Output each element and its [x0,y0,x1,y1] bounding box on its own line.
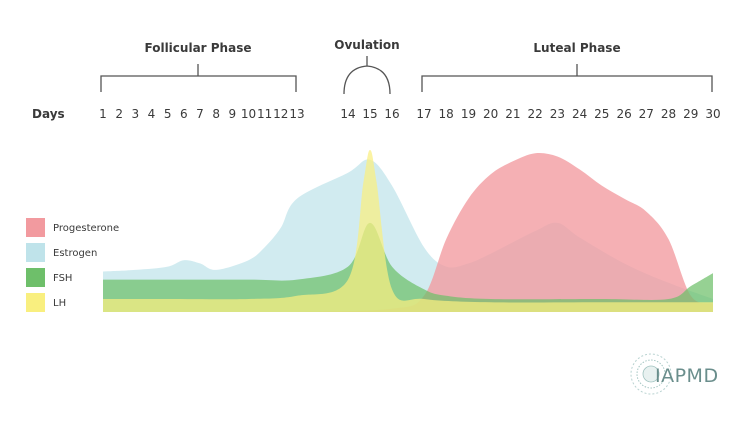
day-tick-25: 25 [594,107,609,121]
hormone-areas [103,150,713,312]
day-tick-labels: 1 2 3 4 5 6 7 8 9 10 11 12 13 14 15 16 17 18 19 20 21 22 23 24 2… [99,107,720,121]
day-tick-26: 26 [616,107,631,121]
day-tick-15: 15 [362,107,377,121]
day-tick-28: 28 [661,107,676,121]
day-tick-29: 29 [683,107,698,121]
lotus-icon [630,353,672,395]
day-tick-11: 11 [257,107,272,121]
follicular-bracket [100,64,297,92]
day-tick-20: 20 [483,107,498,121]
area-fsh [103,222,713,312]
iapmd-logo: IAPMD [630,353,719,395]
legend-label-estrogen: Estrogen [53,248,97,259]
logo-text: IAPMD [655,365,719,387]
day-tick-9: 9 [228,107,236,121]
legend-swatch-fsh [26,268,45,287]
legend-label-lh: LH [53,298,66,309]
day-tick-10: 10 [241,107,256,121]
area-progesterone [103,152,713,312]
day-tick-7: 7 [196,107,204,121]
day-tick-24: 24 [572,107,587,121]
legend-swatch-lh [26,293,45,312]
day-tick-14: 14 [340,107,355,121]
day-tick-18: 18 [439,107,454,121]
day-tick-1: 1 [99,107,107,121]
day-tick-30: 30 [705,107,720,121]
follicular-phase-label: Follicular Phase [145,41,252,55]
day-tick-21: 21 [505,107,520,121]
day-tick-5: 5 [164,107,172,121]
luteal-phase-label: Luteal Phase [533,41,620,55]
days-title: Days [32,107,65,121]
legend-label-progesterone: Progesterone [53,223,119,234]
day-tick-8: 8 [212,107,220,121]
legend-swatch-estrogen [26,243,45,262]
day-tick-17: 17 [416,107,431,121]
day-tick-16: 16 [384,107,399,121]
legend-label-fsh: FSH [53,273,72,284]
ovulation-bracket [343,56,391,95]
luteal-bracket [421,64,713,92]
day-tick-27: 27 [639,107,654,121]
day-tick-23: 23 [550,107,565,121]
day-tick-12: 12 [273,107,288,121]
day-tick-2: 2 [115,107,123,121]
day-tick-13: 13 [289,107,304,121]
day-tick-22: 22 [528,107,543,121]
legend-swatch-progesterone [26,218,45,237]
day-tick-3: 3 [131,107,139,121]
legend: Progesterone Estrogen FSH LH [26,218,119,312]
day-tick-6: 6 [180,107,188,121]
day-tick-4: 4 [148,107,156,121]
day-tick-19: 19 [461,107,476,121]
ovulation-label: Ovulation [334,38,399,52]
